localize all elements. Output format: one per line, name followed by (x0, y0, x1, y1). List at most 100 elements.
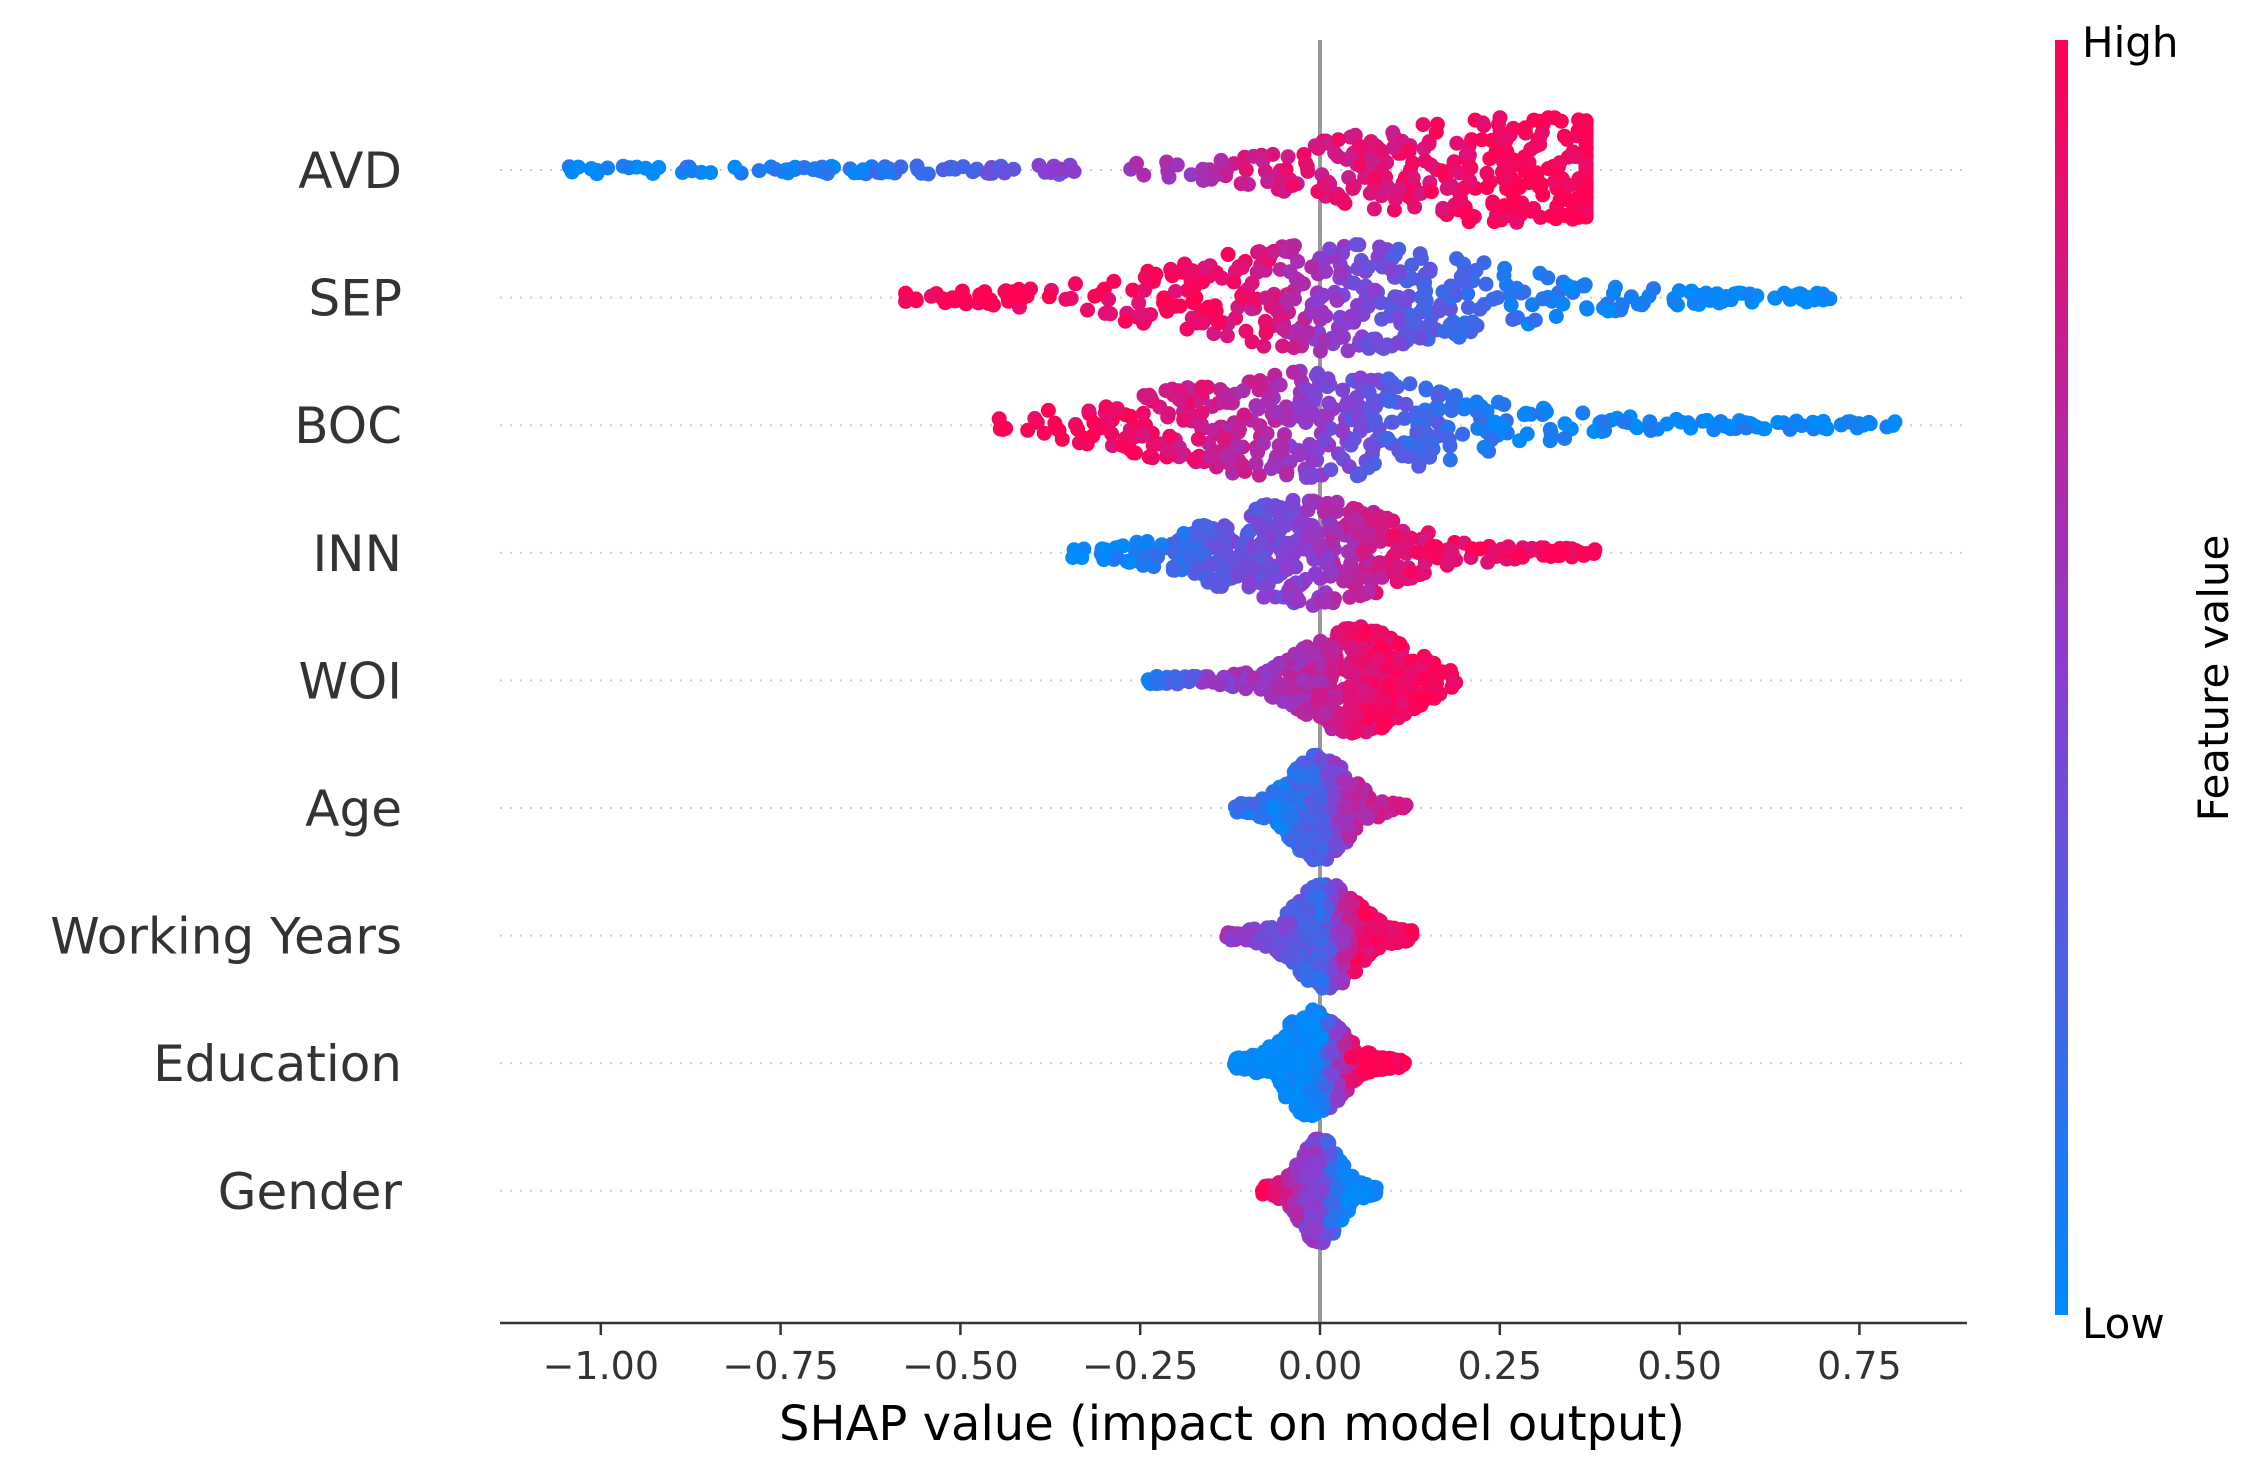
shap-point (1320, 643, 1336, 659)
shap-point (1575, 405, 1591, 421)
shap-point (1233, 176, 1249, 192)
shap-point (1316, 176, 1332, 192)
shap-point (1410, 545, 1426, 560)
shap-point (1373, 510, 1389, 526)
shap-point (1505, 312, 1521, 327)
shap-point (1183, 276, 1199, 292)
shap-point (1194, 384, 1210, 400)
shap-point (1555, 189, 1571, 204)
shap-point (1394, 543, 1410, 559)
shap-point (1451, 329, 1467, 345)
shap-point (914, 165, 929, 181)
shap-point (1271, 655, 1287, 671)
shap-point (1058, 291, 1074, 307)
shap-point (1101, 291, 1116, 307)
shap-point (1718, 289, 1734, 304)
shap-point (957, 291, 973, 307)
shap-point (583, 161, 599, 177)
shap-point (1393, 678, 1409, 694)
shap-point (1339, 801, 1354, 817)
shap-point (1302, 1082, 1317, 1098)
shap-point (1141, 449, 1157, 465)
shap-point (1538, 404, 1554, 420)
shap-point (1305, 453, 1321, 469)
shap-point (1684, 283, 1699, 299)
shap-point (1385, 414, 1401, 430)
shap-point (1317, 333, 1332, 349)
shap-point (1188, 315, 1204, 331)
shap-point (1322, 941, 1338, 957)
shap-point (1143, 390, 1159, 406)
shap-point (1246, 561, 1262, 577)
shap-point (1503, 297, 1519, 313)
shap-point (1358, 724, 1374, 740)
shap-point (1301, 903, 1316, 919)
shap-point (1335, 382, 1351, 398)
colorbar-title: Feature value (2189, 535, 2238, 822)
shap-point (1275, 1076, 1291, 1092)
shap-point (1098, 399, 1114, 415)
shap-point (1322, 241, 1338, 257)
shap-point (1213, 152, 1229, 168)
shap-point (893, 159, 909, 175)
shap-point (1294, 513, 1309, 529)
shap-point (1362, 185, 1378, 201)
shap-point (1154, 537, 1170, 553)
shap-point (1335, 972, 1351, 988)
shap-point (1390, 289, 1406, 305)
shap-point (1770, 415, 1786, 430)
shap-point (1298, 701, 1314, 717)
shap-point (1418, 691, 1434, 707)
shap-point (1313, 1182, 1329, 1198)
shap-point (1307, 388, 1323, 404)
shap-point (1379, 1053, 1395, 1068)
shap-point (1303, 1156, 1319, 1172)
shap-point (1557, 416, 1573, 432)
shap-point (1201, 299, 1217, 315)
shap-point (1265, 146, 1281, 162)
shap-point (1194, 405, 1210, 421)
feature-label: AVD (298, 142, 402, 200)
shap-point (1162, 443, 1178, 459)
shap-point (1578, 140, 1594, 155)
shap-point (1165, 559, 1181, 575)
shap-point (1488, 144, 1504, 160)
shap-point (1431, 401, 1447, 417)
shap-point (1300, 502, 1316, 518)
shap-point (1367, 170, 1383, 186)
shap-point (1757, 421, 1773, 437)
shap-point (1242, 575, 1258, 591)
shap-point (1080, 302, 1095, 318)
shap-point (1163, 261, 1179, 277)
shap-point (1300, 528, 1316, 544)
shap-point (1273, 500, 1288, 516)
shap-point (1413, 438, 1429, 454)
shap-point (1386, 140, 1402, 156)
shap-point (1359, 337, 1375, 352)
shap-point (1313, 791, 1328, 807)
shap-point (1432, 298, 1448, 314)
shap-point (898, 293, 914, 309)
shap-point (1476, 255, 1492, 271)
shap-point (1358, 906, 1374, 922)
shap-point (1300, 972, 1316, 988)
shap-point (1131, 295, 1147, 311)
shap-point (1360, 298, 1376, 314)
shap-point (1323, 462, 1339, 478)
shap-point (1230, 1051, 1246, 1067)
shap-point (1235, 383, 1251, 399)
shap-point (1358, 1186, 1374, 1202)
colorbar (2055, 40, 2068, 1315)
shap-point (1630, 296, 1646, 312)
shap-point (1267, 455, 1283, 471)
shap-point (1342, 589, 1358, 605)
shap-point (1043, 165, 1059, 180)
shap-point (1226, 274, 1242, 290)
shap-point (1332, 191, 1348, 207)
shap-point (1299, 821, 1315, 837)
shap-point (1372, 556, 1388, 572)
shap-point (1444, 403, 1460, 419)
shap-point (1230, 438, 1246, 454)
shap-point (1374, 569, 1390, 585)
shap-point (1211, 315, 1226, 331)
